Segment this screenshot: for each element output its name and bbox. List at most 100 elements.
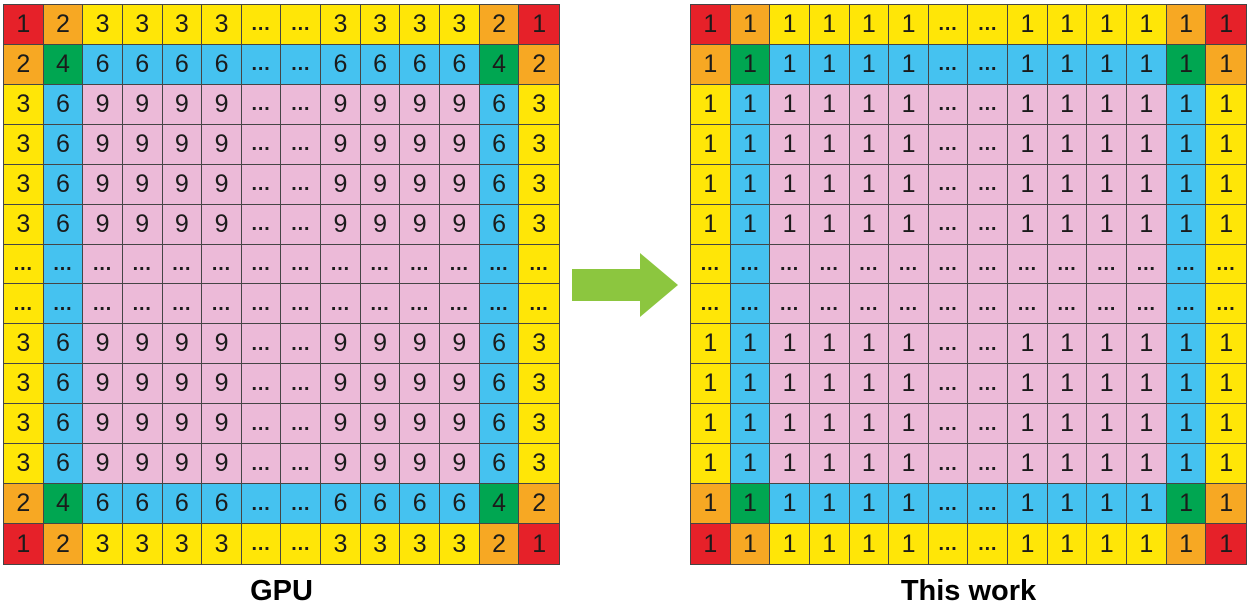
grid-cell: 1 [1206,444,1246,485]
this-work-grid: 1 1 1 1 1 1…… 1 1 1 1 1 1 1 1 1 1 1 1…… 1 1 1 1 1 1 1 1 1 1 1 1…… 1 1 1 1… [690,4,1247,565]
grid-cell: 3 [83,5,123,45]
grid-cell: 1 [770,484,810,525]
grid-cell: 1 [889,44,929,85]
grid-cell: 9 [122,124,163,165]
grid-cell: 6 [43,204,84,245]
grid-cell: 1 [809,124,850,165]
grid-cell: 1 [849,444,890,485]
right-arrow-icon [572,252,678,317]
grid-cell: … [241,364,282,405]
grid-cell: … [281,524,322,564]
grid-cell: 6 [43,84,84,125]
grid-cell: 1 [1008,164,1048,205]
grid-cell: 9 [122,164,163,205]
grid-cell: 1 [1166,524,1207,564]
grid-cell: … [968,84,1009,125]
grid-cell: 9 [122,364,163,405]
grid-cell: 1 [691,44,731,85]
grid-cell: 1 [1127,164,1167,205]
grid-cell: 3 [122,5,163,45]
grid-cell: … [479,244,520,285]
grid-cell: 3 [360,524,401,564]
grid-cell: … [1166,284,1207,325]
grid-cell: 1 [1087,204,1128,245]
grid-cell: 1 [770,5,810,45]
grid-cell: 1 [849,484,890,525]
grid-cell: … [968,284,1009,325]
grid-cell: 9 [400,444,441,485]
grid-cell: … [202,244,242,285]
grid-cell: 1 [849,204,890,245]
grid-cell: … [241,404,282,445]
grid-cell: 3 [162,524,203,564]
grid-cell: 1 [889,484,929,525]
panel-gpu: 1 2 3 3 3 3…… 3 3 3 3 2 1 2 4 6 6 6 6…… 6 6 6 6 4 2 3 6 9 9 9 9…… 9 9 9 9… [3,4,560,608]
grid-cell: … [281,5,322,45]
grid-cell: 6 [43,124,84,165]
grid-cell: 1 [809,204,850,245]
grid-cell: … [928,244,969,285]
grid-cell: 1 [809,444,850,485]
grid-cell: … [809,244,850,285]
grid-cell: … [1047,244,1088,285]
grid-cell: 1 [1008,204,1048,245]
grid-cell: … [4,244,44,285]
grid-cell: 9 [400,404,441,445]
grid-cell: … [360,284,401,325]
grid-cell: 1 [1047,324,1088,365]
grid-cell: 1 [1087,5,1128,45]
grid-cell: 9 [321,164,361,205]
grid-cell: … [519,284,559,325]
grid-cell: 2 [43,5,84,45]
grid-cell: 1 [1047,124,1088,165]
grid-cell: 1 [1166,364,1207,405]
grid-cell: 3 [202,5,242,45]
grid-cell: 9 [122,204,163,245]
grid-cell: 3 [519,404,559,445]
grid-cell: 1 [1206,164,1246,205]
grid-cell: 9 [440,164,480,205]
grid-cell: … [809,284,850,325]
grid-cell: 9 [440,84,480,125]
grid-cell: … [162,244,203,285]
grid-cell: 1 [1047,5,1088,45]
grid-cell: … [440,244,480,285]
grid-cell: 3 [83,524,123,564]
grid-cell: 1 [1047,444,1088,485]
grid-cell: … [968,244,1009,285]
grid-cell: 9 [83,324,123,365]
grid-cell: 1 [889,364,929,405]
grid-cell: … [1127,284,1167,325]
grid-cell: 1 [730,364,771,405]
grid-cell: 1 [770,444,810,485]
grid-cell: … [968,44,1009,85]
grid-cell: … [241,44,282,85]
grid-cell: … [241,484,282,525]
grid-cell: 1 [1206,524,1246,564]
grid-cell: … [928,524,969,564]
grid-cell: … [730,244,771,285]
grid-cell: 9 [440,444,480,485]
grid-cell: 1 [1008,124,1048,165]
grid-cell: … [691,284,731,325]
grid-cell: 9 [162,124,203,165]
grid-cell: 1 [889,324,929,365]
grid-cell: 1 [691,204,731,245]
grid-cell: 1 [1127,204,1167,245]
grid-cell: 3 [4,404,44,445]
grid-cell: 1 [1166,5,1207,45]
grid-cell: … [281,364,322,405]
grid-cell: 1 [1127,444,1167,485]
grid-cell: … [83,284,123,325]
grid-cell: 9 [83,404,123,445]
grid-cell: … [928,204,969,245]
grid-cell: … [241,164,282,205]
grid-cell: 3 [4,84,44,125]
grid-cell: 4 [43,484,84,525]
grid-cell: … [1166,244,1207,285]
grid-cell: 1 [809,5,850,45]
grid-cell: 1 [1008,5,1048,45]
grid-cell: … [1206,284,1246,325]
grid-cell: 3 [162,5,203,45]
grid-cell: 3 [122,524,163,564]
